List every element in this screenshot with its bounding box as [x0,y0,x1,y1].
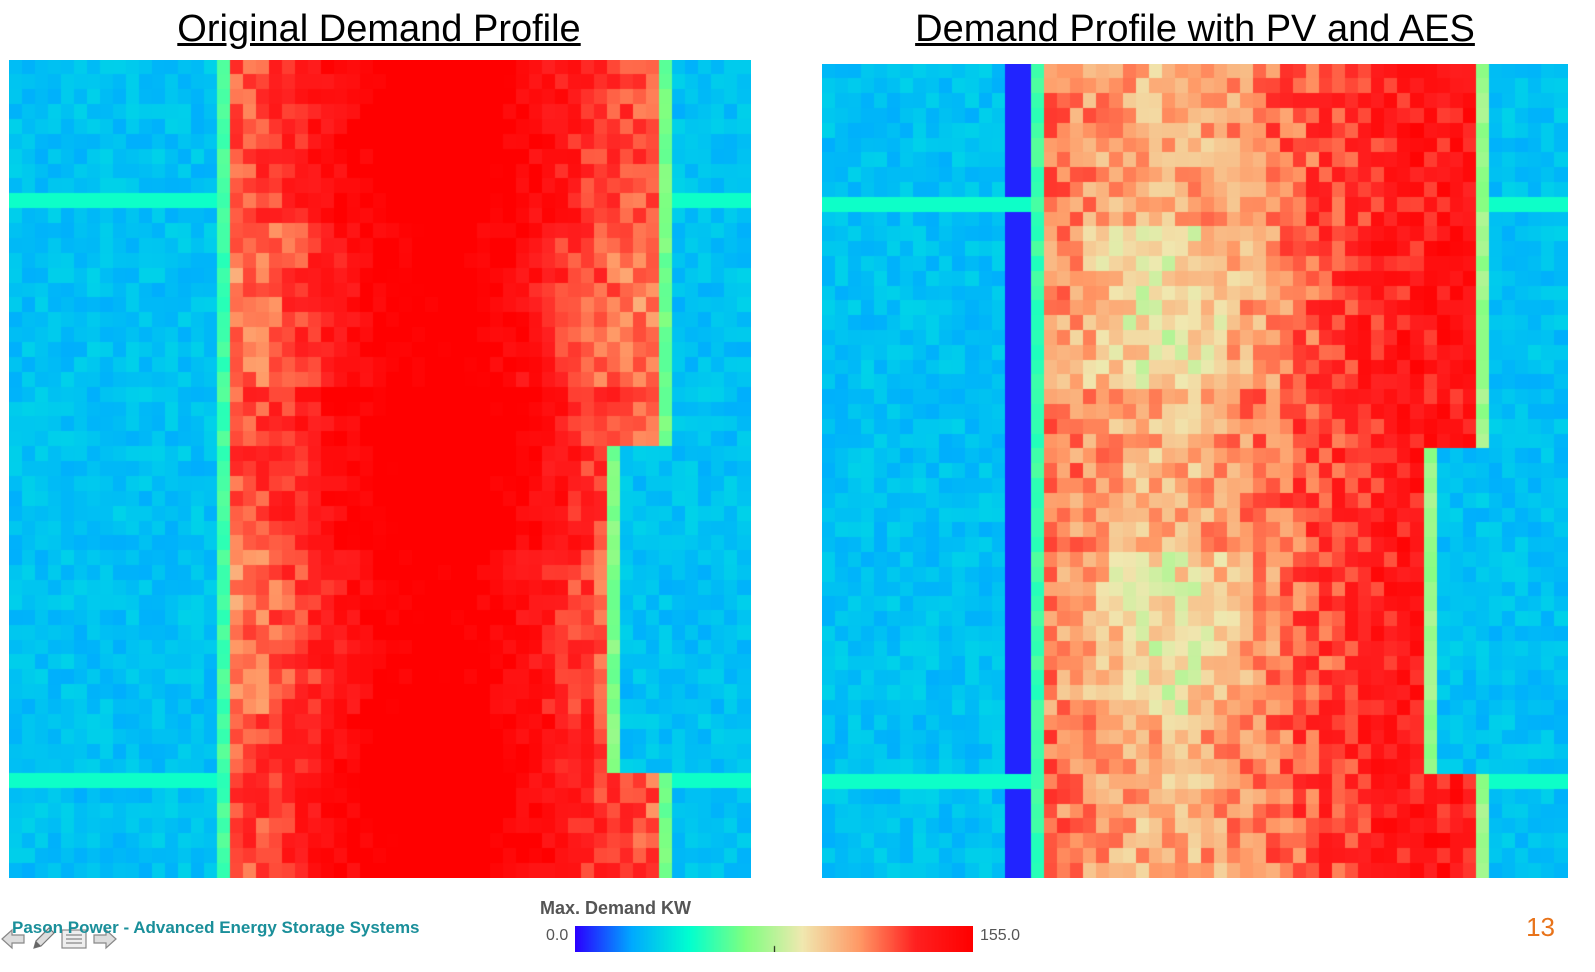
colorbar-label: Max. Demand KW [540,898,692,918]
colorbar-min-label: 0.0 [546,927,569,944]
colorbar-max-label: 155.0 [980,927,1021,944]
slide-navigation [0,926,118,952]
back-arrow-icon[interactable] [0,926,26,952]
left-chart-title: Original Demand Profile [177,8,581,50]
original-demand-heatmap [9,60,751,878]
company-footer: Pason Power - Advanced Energy Storage Sy… [12,918,420,937]
right-chart-title: Demand Profile with PV and AES [915,8,1475,50]
menu-icon[interactable] [60,926,88,952]
page-number: 13 [1526,912,1555,942]
pv-aes-demand-heatmap [822,64,1568,878]
colorbar [575,926,973,952]
pen-icon[interactable] [30,926,56,952]
forward-arrow-icon[interactable] [92,926,118,952]
